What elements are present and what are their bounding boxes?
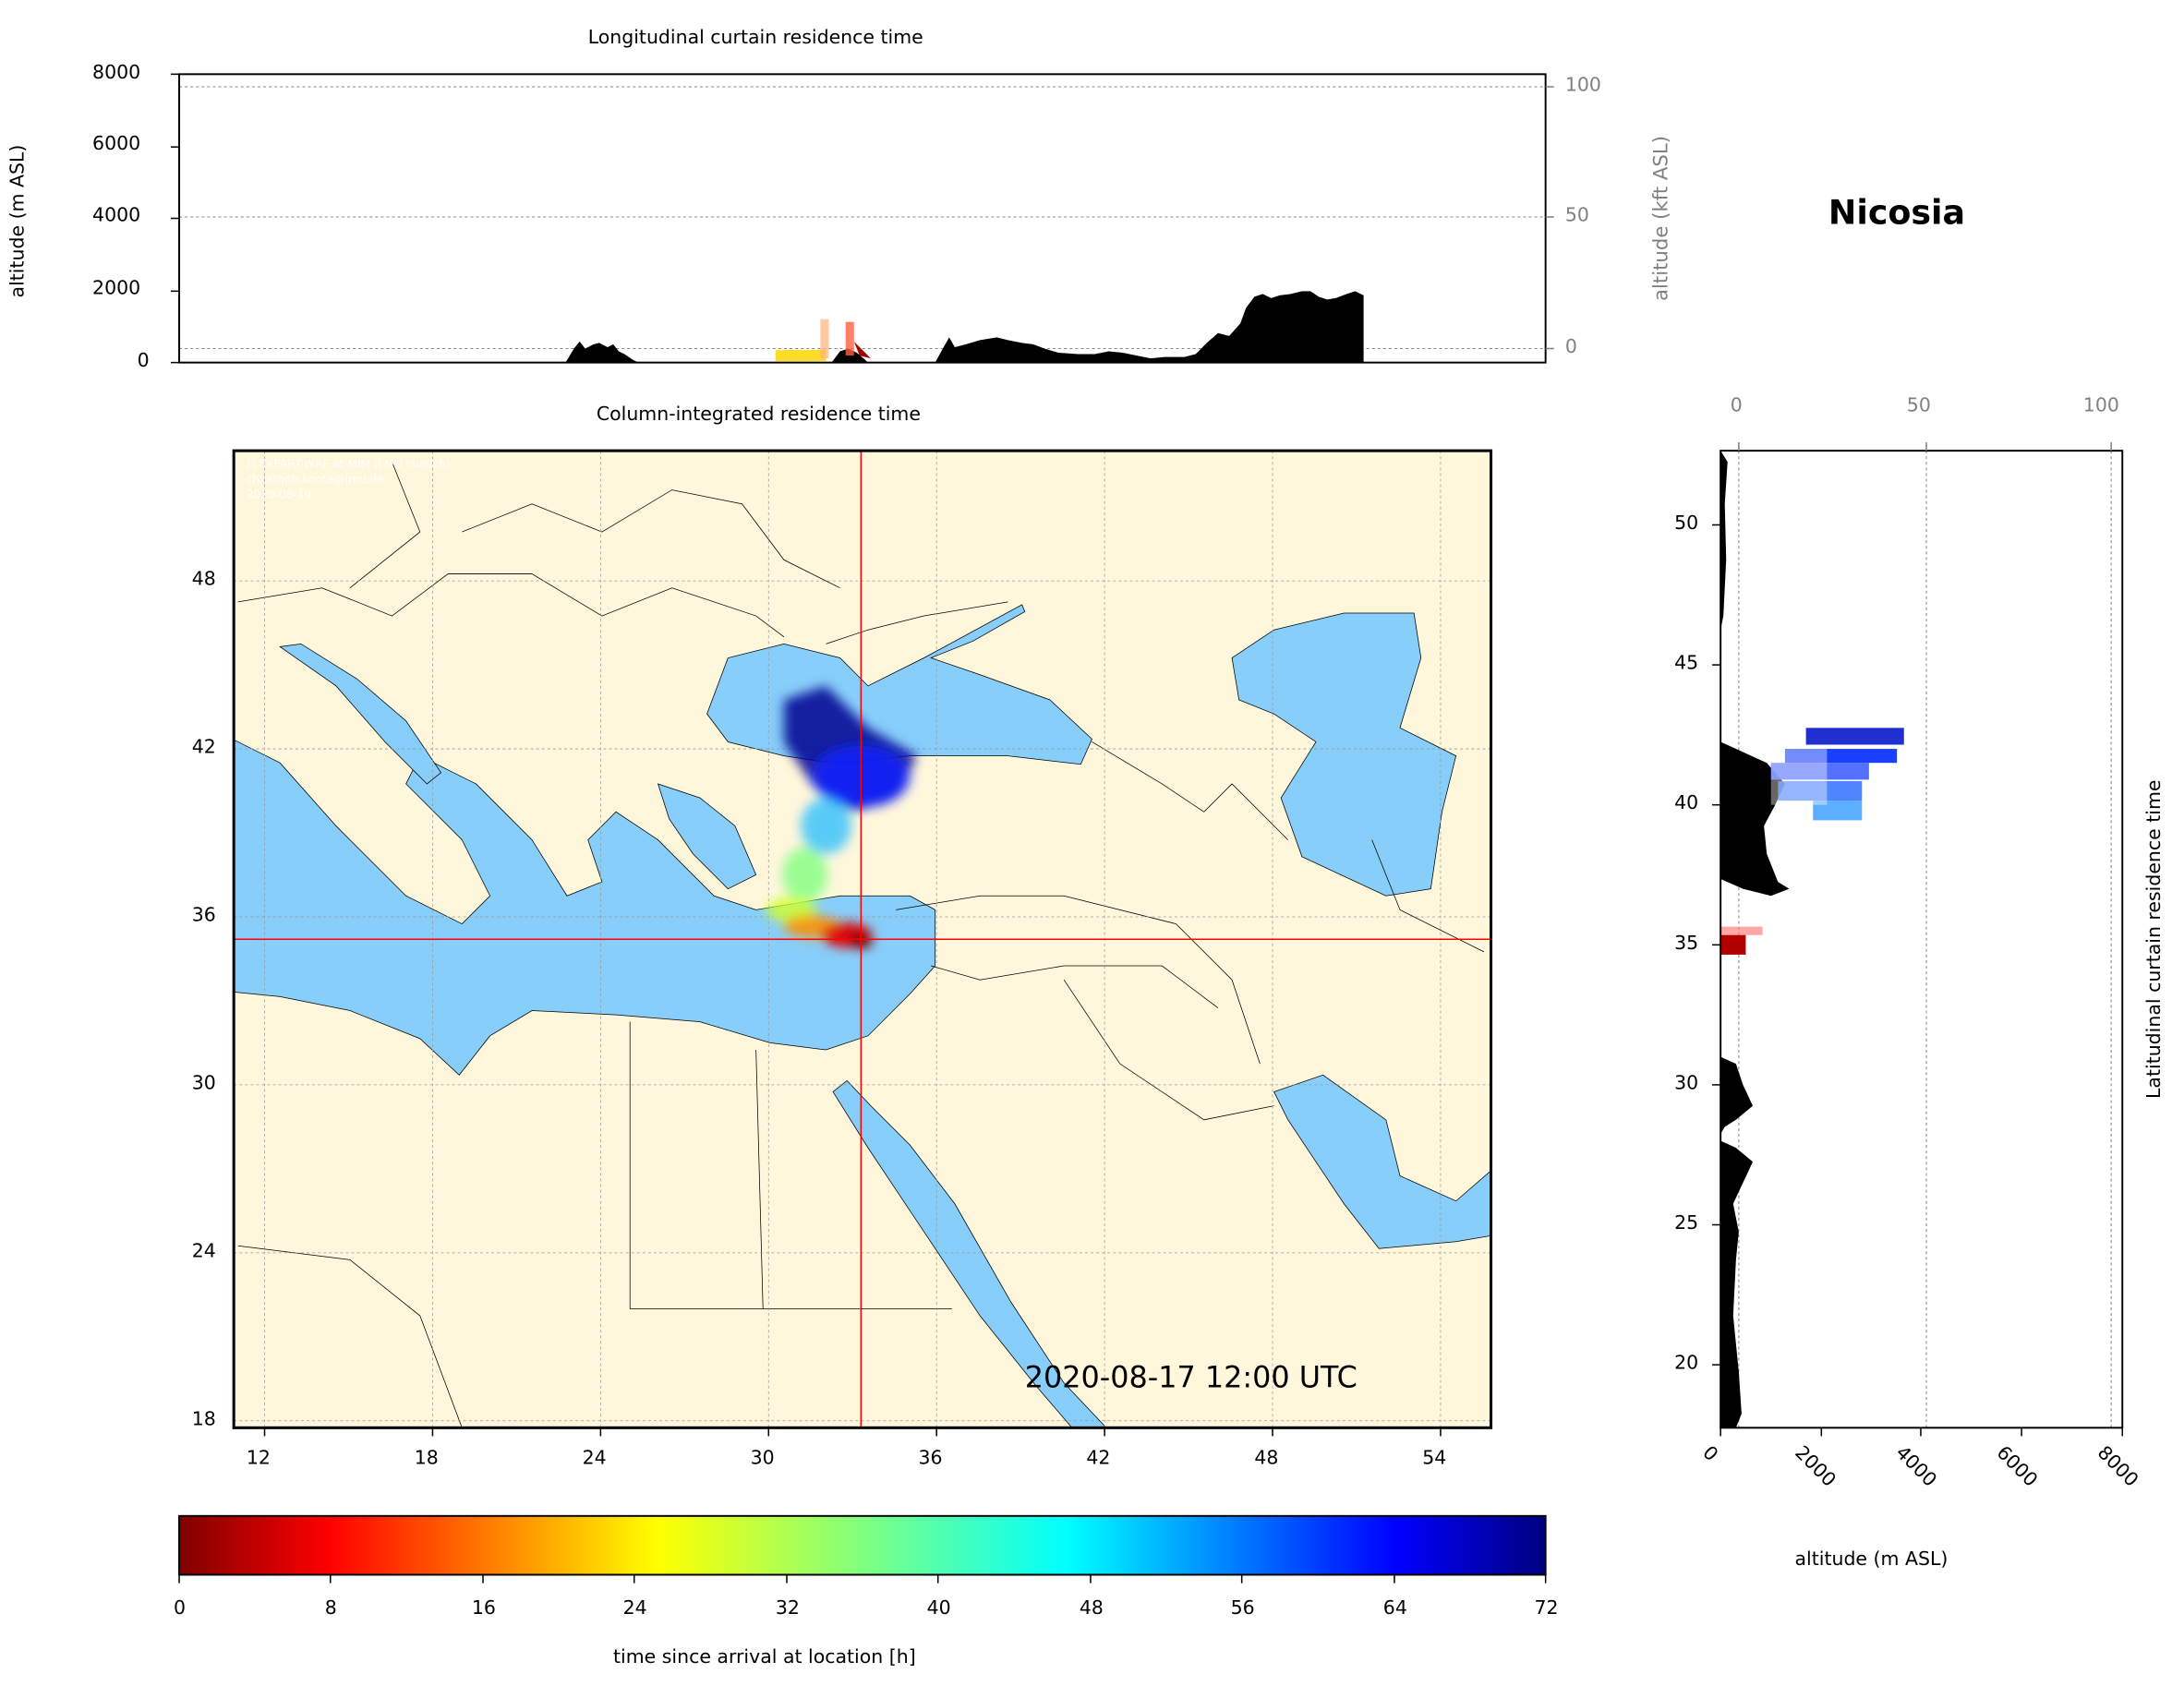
- kft-tick-50: 50: [1564, 204, 1589, 227]
- ytick-2000: 2000: [92, 277, 141, 300]
- credit-watermark: FLEXPART-WRF at MIM (LMU Munich) christo…: [246, 457, 451, 501]
- sea-areas: [234, 604, 1491, 1428]
- right-lat-tick: 50: [1674, 512, 1699, 536]
- terrain-profile-longitudinal: [565, 291, 1364, 363]
- lat-tick: 42: [191, 736, 216, 759]
- right-panel-plot: [1712, 442, 2124, 1437]
- map-timestamp: 2020-08-17 12:00 UTC: [1024, 1360, 1357, 1394]
- colorbar-tick: 72: [1534, 1596, 1559, 1620]
- kft-tick-0: 0: [1564, 335, 1577, 359]
- lon-tick: 24: [582, 1447, 607, 1470]
- colorbar-tick: 48: [1079, 1596, 1104, 1620]
- map-title: Column-integrated residence time: [596, 403, 921, 426]
- lon-tick: 42: [1086, 1447, 1111, 1470]
- persian-gulf: [1273, 1074, 1491, 1249]
- right-lat-tick: 35: [1674, 932, 1699, 955]
- ytick-6000: 6000: [92, 133, 141, 156]
- ytick-4000: 4000: [92, 204, 141, 227]
- top-ylabel-left: altitude (m ASL): [6, 144, 30, 298]
- lat-tick: 30: [191, 1072, 216, 1095]
- map-plot: [234, 451, 1491, 1428]
- plume-curtain-latitudinal: [1720, 728, 1904, 955]
- lat-tick: 48: [191, 568, 216, 591]
- colorbar-tick: 0: [173, 1596, 187, 1620]
- top-panel-plot: [170, 73, 1554, 364]
- kft-top-tick: 50: [1906, 394, 1931, 417]
- ytick-8000: 8000: [92, 61, 141, 84]
- colorbar-tick: 32: [775, 1596, 800, 1620]
- caspian-sea: [1231, 612, 1457, 897]
- colorbar-tick: 40: [926, 1596, 951, 1620]
- country-borders: [237, 462, 1485, 1428]
- colorbar-tick: 16: [471, 1596, 496, 1620]
- kft-top-tick: 100: [2082, 394, 2119, 417]
- lat-tick: 36: [191, 904, 216, 927]
- mediterranean-sea: [234, 739, 936, 1076]
- colorbar-tick: 56: [1230, 1596, 1255, 1620]
- aegean-sea: [657, 783, 757, 890]
- lon-tick: 18: [414, 1447, 439, 1470]
- colorbar-tick: 8: [324, 1596, 337, 1620]
- top-ylabel-right: altitude (kft ASL): [1650, 136, 1673, 302]
- right-lat-tick: 25: [1674, 1211, 1699, 1235]
- terrain-profile-latitudinal: [1720, 451, 1790, 1428]
- lon-tick: 48: [1254, 1447, 1279, 1470]
- top-panel-title: Longitudinal curtain residence time: [587, 26, 923, 50]
- colorbar-tick: 64: [1382, 1596, 1407, 1620]
- colorbar-label: time since arrival at location [h]: [613, 1645, 916, 1669]
- kft-tick-100: 100: [1564, 74, 1601, 97]
- right-panel-title: Latitudinal curtain residence time: [2142, 779, 2166, 1099]
- right-lat-tick: 20: [1674, 1352, 1699, 1375]
- right-lat-tick: 30: [1674, 1072, 1699, 1095]
- location-crosshair: [234, 451, 1491, 1428]
- kft-top-tick: 0: [1730, 394, 1743, 417]
- ytick-0: 0: [137, 350, 150, 373]
- lon-tick: 30: [750, 1447, 775, 1470]
- lon-tick: 36: [918, 1447, 943, 1470]
- plume-curtain-longitudinal: [775, 350, 827, 362]
- colorbar-tick: 24: [622, 1596, 647, 1620]
- lat-tick: 18: [191, 1408, 216, 1431]
- lon-tick: 54: [1422, 1447, 1447, 1470]
- right-lat-tick: 45: [1674, 652, 1699, 675]
- adriatic-sea: [279, 643, 442, 785]
- right-lat-tick: 40: [1674, 792, 1699, 815]
- red-sea: [832, 1079, 1107, 1428]
- lat-tick: 24: [191, 1240, 216, 1263]
- residence-time-plume: [766, 685, 917, 949]
- colorbar: [178, 1514, 1547, 1584]
- station-title: Nicosia: [1828, 193, 1966, 233]
- right-xlabel: altitude (m ASL): [1794, 1547, 1949, 1571]
- lon-tick: 12: [246, 1447, 271, 1470]
